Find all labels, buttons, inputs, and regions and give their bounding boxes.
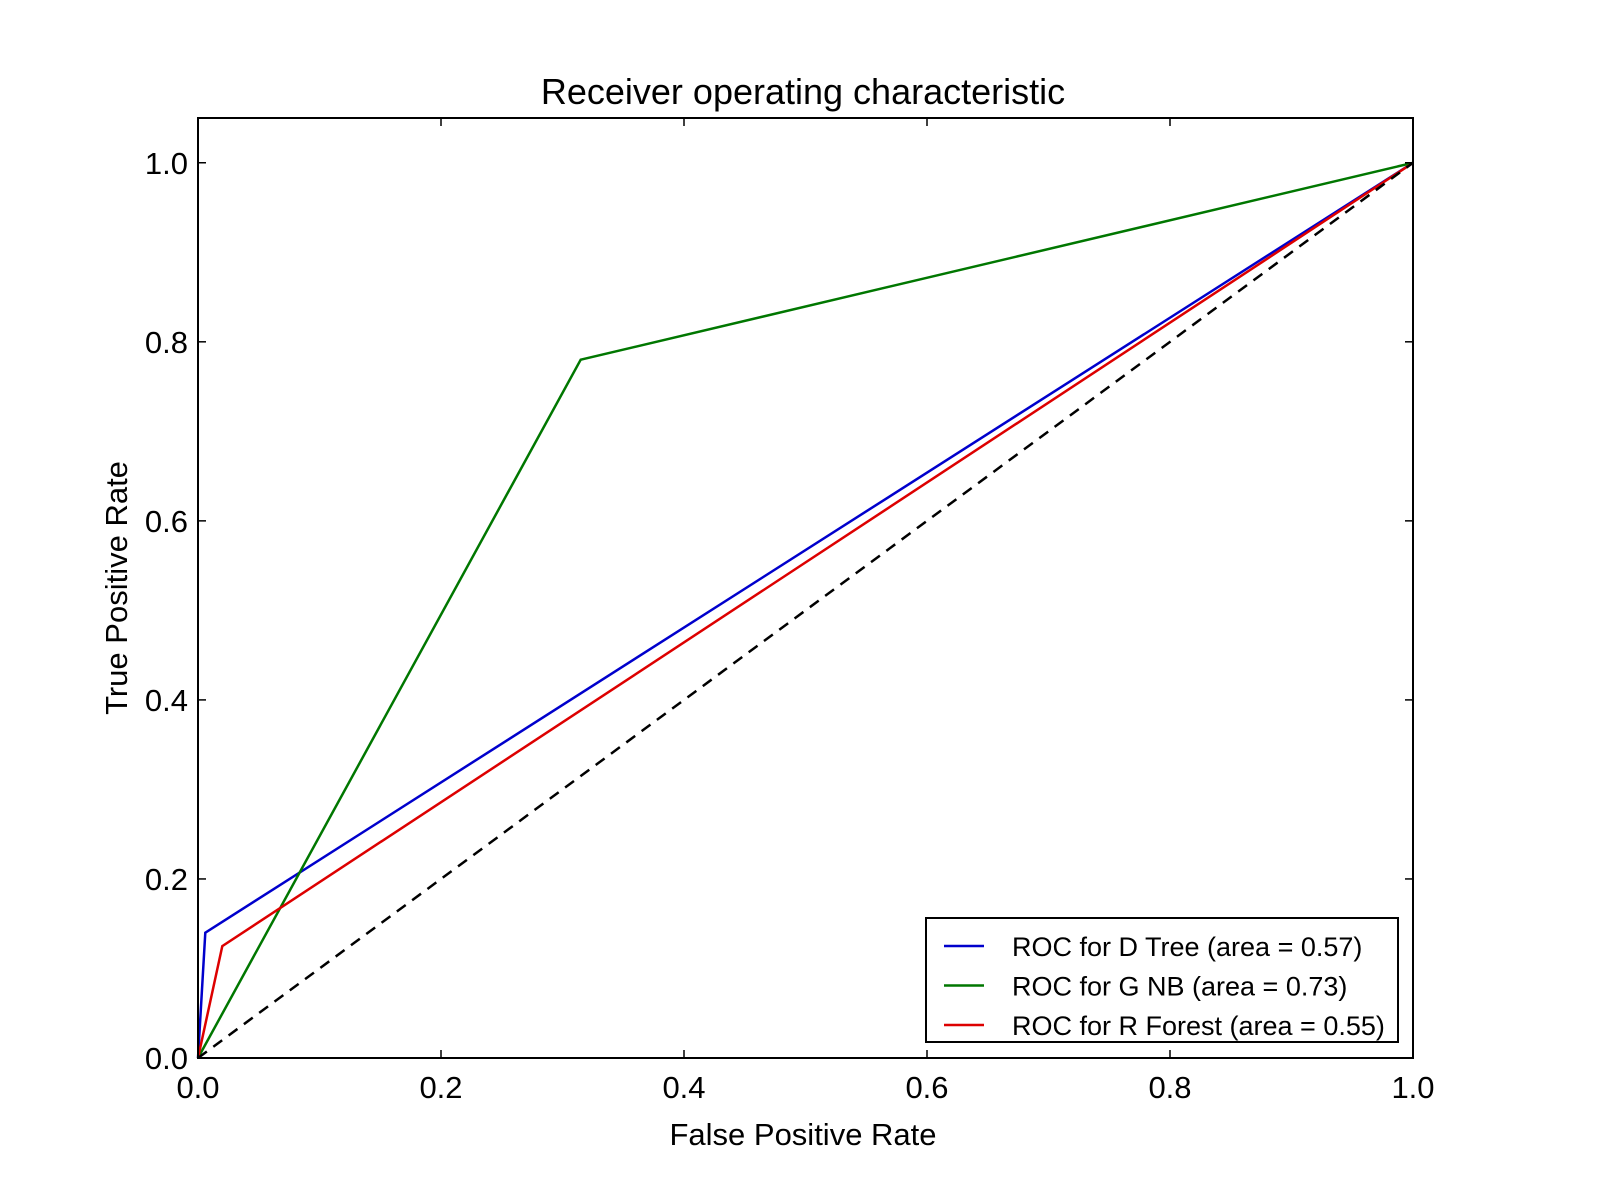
y-tick-label: 0.0 <box>145 1041 188 1076</box>
plot-frame <box>197 117 1414 1059</box>
chart-title: Receiver operating characteristic <box>541 71 1065 112</box>
y-axis-label: True Positive Rate <box>99 461 134 715</box>
x-tick-label: 0.2 <box>419 1070 462 1105</box>
series-line-0 <box>196 161 1414 1059</box>
series-line-1 <box>196 161 1414 1059</box>
x-axis-label: False Positive Rate <box>669 1117 936 1152</box>
y-tick-label: 0.8 <box>145 325 188 360</box>
x-tick-label: 1.0 <box>1391 1070 1434 1105</box>
x-tick-label: 0.8 <box>1148 1070 1191 1105</box>
legend-label-2: ROC for R Forest (area = 0.55) <box>1012 1011 1385 1041</box>
y-tick-label: 0.4 <box>145 683 188 718</box>
y-tick-label: 1.0 <box>145 146 188 181</box>
y-tick-label: 0.2 <box>145 862 188 897</box>
legend-label-0: ROC for D Tree (area = 0.57) <box>1012 932 1362 962</box>
y-tick-label: 0.6 <box>145 504 188 539</box>
series-line-2 <box>196 161 1414 1059</box>
legend-box <box>925 917 1399 1043</box>
legend: ROC for D Tree (area = 0.57) ROC for G NB… <box>925 917 1399 1043</box>
x-tick-label: 0.6 <box>905 1070 948 1105</box>
legend-label-1: ROC for G NB (area = 0.73) <box>1012 972 1347 1002</box>
x-tick-label: 0.0 <box>176 1070 219 1105</box>
x-tick-label: 0.4 <box>662 1070 705 1105</box>
chance-diagonal-line <box>197 161 1414 1060</box>
